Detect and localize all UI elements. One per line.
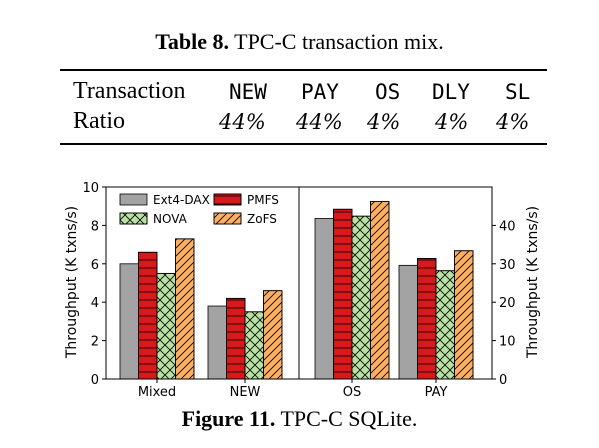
x-tick-label-mixed: Mixed — [138, 385, 176, 400]
table-cell-os-ratio: 4% — [367, 110, 401, 134]
y-right-tick-label-0: 0 — [499, 373, 507, 388]
table-header-os: OS — [375, 80, 401, 104]
table-header-transaction: Transaction — [73, 78, 186, 104]
axes-group: Mixed NEW OS PAY 0 2 4 6 8 10 0 10 20 30 40 — [82, 181, 515, 400]
legend-label-pmfs: PMFS — [247, 193, 279, 207]
y-left-tick-label-8: 8 — [91, 219, 99, 234]
legend: Ext4-DAX PMFS NOVA ZoFS — [119, 193, 279, 226]
y-axis-label-left: Throughput (K txns/s) — [64, 206, 80, 359]
y-left-tick-label-2: 2 — [91, 335, 99, 350]
bar-pattern-nova-pay — [435, 270, 455, 380]
y-left-tick-label-10: 10 — [82, 181, 99, 196]
bar-pattern-nova-os — [351, 215, 371, 380]
y-axis-label-right: Throughput (K txns/s) — [525, 206, 541, 359]
bar-pattern-pmfs-os — [333, 208, 353, 380]
table-cell-sl-ratio: 4% — [496, 110, 530, 134]
legend-swatch-pattern-zofs — [213, 212, 242, 225]
table-row-label-ratio: Ratio — [73, 108, 125, 134]
y-left-tick-label-6: 6 — [91, 258, 99, 273]
bar-pattern-zofs-os — [370, 201, 390, 380]
figure-caption-label: Figure 11. — [181, 406, 276, 431]
table-caption: Table 8. TPC-C transaction mix. — [0, 29, 599, 55]
table-top-rule — [60, 69, 547, 71]
table-header-dly: DLY — [432, 80, 470, 104]
bar-pattern-pmfs-pay — [417, 258, 437, 380]
y-right-tick-label-30: 30 — [499, 258, 516, 273]
legend-label-nova: NOVA — [153, 212, 188, 226]
bar-ext4-dax-os — [314, 218, 334, 380]
table-header-sl: SL — [505, 80, 531, 104]
bar-ext4-dax-new — [207, 305, 227, 380]
table-header-new: NEW — [229, 80, 267, 104]
bar-pattern-pmfs-new — [226, 297, 246, 380]
bar-pattern-nova-mixed — [156, 272, 176, 380]
bar-pattern-zofs-mixed — [175, 238, 195, 380]
table-cell-dly-ratio: 4% — [435, 110, 469, 134]
legend-label-ext4-dax: Ext4-DAX — [153, 193, 210, 207]
legend-label-zofs: ZoFS — [247, 212, 277, 226]
y-left-tick-label-0: 0 — [91, 373, 99, 388]
bars-group — [119, 201, 474, 380]
figure-caption: Figure 11. TPC-C SQLite. — [0, 406, 599, 432]
table-caption-label: Table 8. — [155, 29, 230, 54]
x-tick-label-os: OS — [343, 385, 361, 400]
bar-ext4-dax-pay — [398, 264, 418, 380]
y-left-tick-label-4: 4 — [91, 296, 99, 311]
table-header-pay: PAY — [301, 80, 339, 104]
figure-caption-text: TPC-C SQLite. — [275, 406, 418, 431]
bar-pattern-nova-new — [244, 311, 264, 380]
y-right-tick-label-20: 20 — [499, 296, 516, 311]
y-right-tick-label-40: 40 — [499, 219, 516, 234]
bar-ext4-dax-mixed — [119, 263, 139, 380]
legend-swatch-pattern-pmfs — [213, 193, 242, 206]
y-right-tick-label-10: 10 — [499, 335, 516, 350]
table-cell-pay-ratio: 44% — [296, 110, 343, 134]
bar-pattern-zofs-pay — [454, 250, 474, 380]
bar-pattern-zofs-new — [263, 290, 283, 380]
table-bottom-rule — [60, 143, 547, 145]
bar-pattern-pmfs-mixed — [138, 251, 158, 380]
x-tick-label-new: NEW — [230, 385, 261, 400]
table-caption-text: TPC-C transaction mix. — [229, 29, 444, 54]
x-tick-label-pay: PAY — [425, 385, 448, 400]
legend-swatch-pattern-nova — [119, 212, 148, 225]
legend-swatch-ext4-dax — [119, 193, 148, 206]
table-cell-new-ratio: 44% — [219, 110, 266, 134]
